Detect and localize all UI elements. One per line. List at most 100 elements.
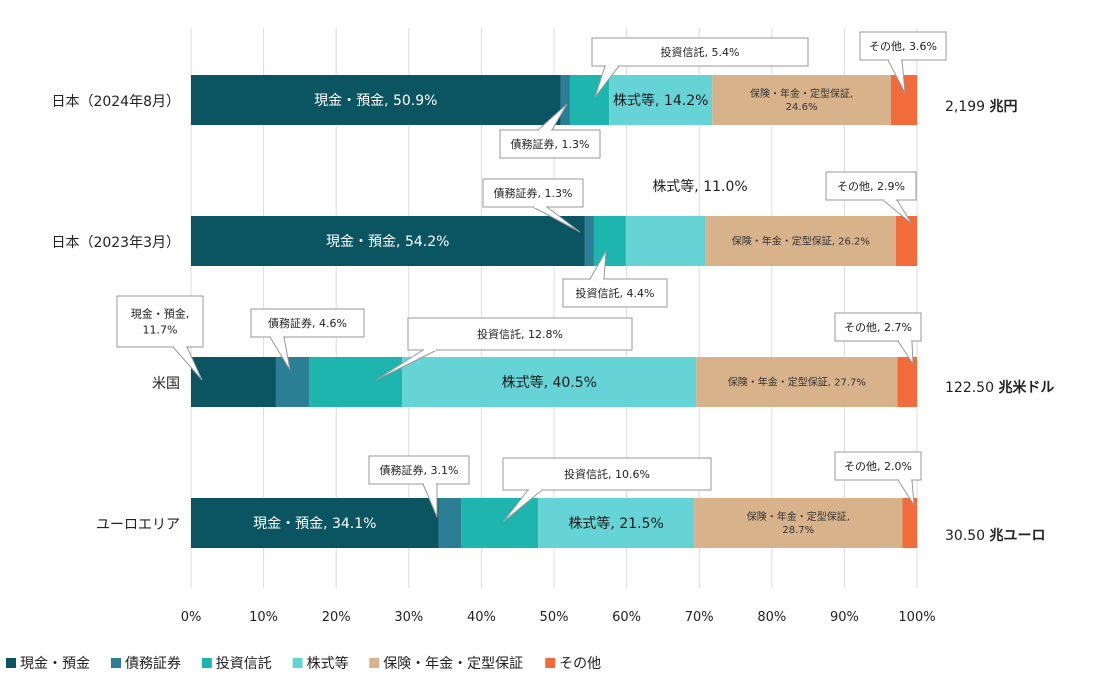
x-tick-label: 50% (540, 610, 569, 625)
segment-label: 保険・年金・定型保証, 27.7% (728, 376, 866, 389)
legend-label: 投資信託 (216, 656, 272, 672)
callout-box (591, 37, 809, 67)
callout-label: 債務証券, 1.3% (494, 186, 573, 200)
segment-label: 保険・年金・定型保証, 26.2% (732, 235, 870, 248)
segment-label: 保険・年金・定型保証, (747, 510, 850, 523)
x-tick-label: 10% (249, 610, 278, 625)
callout-label: その他, 2.9% (837, 180, 905, 193)
legend-swatch (6, 658, 16, 668)
x-tick-label: 70% (685, 610, 714, 625)
callout-box (502, 457, 712, 491)
x-tick-label: 80% (757, 610, 786, 625)
bar-segment (694, 498, 903, 548)
callout-label: 現金・預金, (131, 306, 190, 320)
legend-label: 現金・預金 (20, 656, 90, 672)
x-tick-label: 40% (467, 610, 496, 625)
bar-segment (902, 498, 917, 548)
callout-label: その他, 2.0% (844, 460, 912, 473)
x-tick-label: 20% (322, 610, 351, 625)
callout-label: 投資信託, 5.4% (661, 45, 740, 59)
bar-segment (584, 216, 594, 266)
segment-label: 現金・預金, 50.9% (314, 93, 437, 109)
callout-label: 投資信託, 10.6% (564, 467, 650, 481)
legend-swatch (369, 658, 380, 668)
total-label: 122.50 兆米ドル (945, 379, 1054, 396)
callout-box (116, 295, 204, 348)
bar-segment (275, 357, 310, 407)
bar-segment (438, 498, 462, 548)
bar-segment (895, 216, 917, 266)
callout-box (499, 129, 601, 159)
legend-label: 債務証券 (125, 656, 181, 672)
x-tick-label: 30% (394, 610, 423, 625)
callout-box (562, 278, 668, 308)
callout-label: 債務証券, 4.6% (268, 316, 347, 330)
legend-swatch (201, 658, 212, 668)
bar-segment (593, 216, 626, 266)
total-value: 122.50 (945, 380, 998, 396)
callout-box (368, 455, 470, 485)
x-tick-label: 100% (898, 610, 935, 625)
segment-label: 24.6% (786, 102, 818, 113)
bar-segment (625, 216, 706, 266)
x-tick-label: 90% (830, 610, 859, 625)
segment-label: 現金・預金, 34.1% (253, 516, 376, 532)
category-label: 日本（2024年8月） (51, 94, 180, 110)
callout-label: その他, 2.7% (844, 321, 912, 334)
segment-label: 保険・年金・定型保証, (750, 87, 853, 100)
bar-segment (191, 498, 439, 548)
callout-label: 投資信託, 12.8% (477, 327, 563, 341)
bar-segment (461, 498, 539, 548)
x-tick-label: 60% (612, 610, 641, 625)
legend-label: 株式等 (307, 655, 349, 672)
total-value: 2,199 (945, 99, 990, 115)
legend-swatch (545, 658, 556, 668)
callout-label: 株式等, 11.0% (652, 178, 747, 195)
legend-swatch (111, 658, 121, 668)
category-label: ユーロエリア (96, 517, 180, 533)
legend-swatch (292, 658, 303, 668)
callout-box (859, 31, 947, 61)
bar-segment (191, 216, 585, 266)
callout-box (834, 451, 922, 481)
callout-label: 債務証券, 3.1% (380, 463, 459, 477)
bar-segment (538, 498, 695, 548)
segment-label: 株式等, 14.2% (613, 92, 708, 109)
x-tick-label: 0% (181, 610, 202, 625)
bar-segment (696, 357, 898, 407)
bar-segment (712, 75, 891, 125)
bar-segment (705, 216, 896, 266)
total-label: 2,199 兆円 (945, 99, 1018, 115)
legend-label: その他 (559, 656, 601, 672)
callout-box (482, 178, 584, 208)
callout-box (834, 312, 922, 342)
callout-box (407, 317, 633, 351)
callout-box (825, 171, 917, 201)
callout-label: 11.7% (143, 323, 178, 336)
callout-label: その他, 3.6% (869, 40, 937, 53)
segment-label: 28.7% (782, 525, 814, 536)
segment-label: 株式等, 40.5% (502, 374, 597, 391)
total-label: 30.50 兆ユーロ (945, 528, 1046, 544)
bar-segment (897, 357, 917, 407)
category-label: 日本（2023年3月） (51, 235, 180, 251)
bar-segment (309, 357, 403, 407)
callout-label: 投資信託, 4.4% (576, 286, 655, 300)
bar-segment (402, 357, 697, 407)
segment-label: 株式等, 21.5% (568, 515, 663, 532)
segment-label: 現金・預金, 54.2% (326, 234, 449, 250)
total-unit: 兆円 (990, 99, 1018, 115)
bar-segment (560, 75, 570, 125)
total-unit: 兆米ドル (998, 379, 1054, 396)
callout-label: 債務証券, 1.3% (511, 137, 590, 151)
total-value: 30.50 (945, 528, 990, 544)
bar-segment (191, 75, 561, 125)
category-label: 米国 (152, 376, 180, 392)
legend-label: 保険・年金・定型保証 (383, 656, 523, 672)
bar-segment (609, 75, 713, 125)
bar-segment (191, 357, 276, 407)
callout-box (250, 308, 365, 338)
total-unit: 兆ユーロ (990, 528, 1046, 544)
